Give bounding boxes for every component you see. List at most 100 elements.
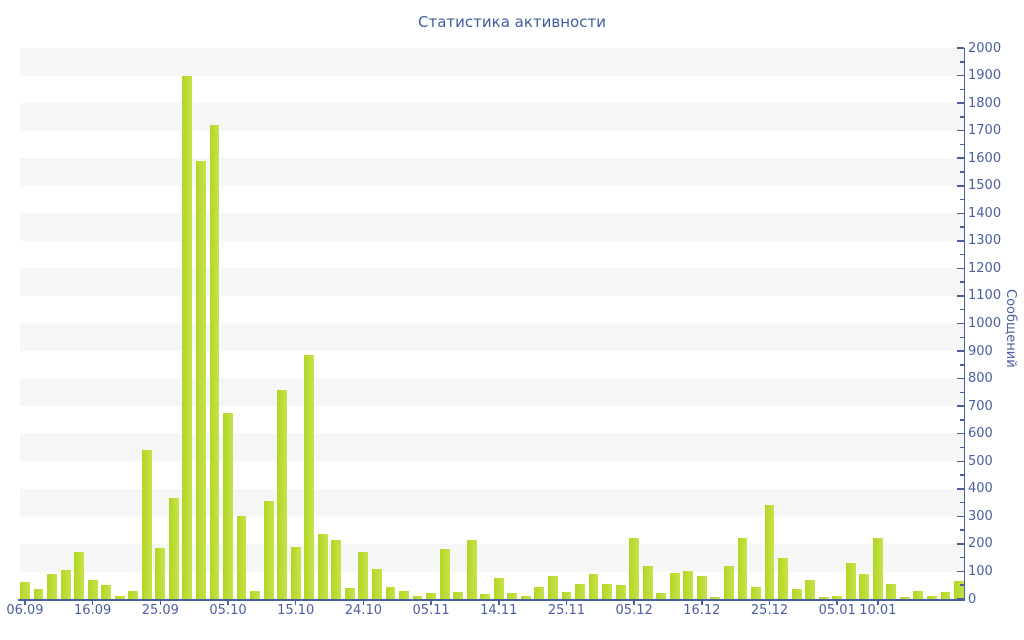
x-tick <box>430 600 432 605</box>
bar <box>723 565 734 599</box>
y-tick-label: 1500 <box>968 178 1002 194</box>
x-tick <box>227 600 229 605</box>
bar <box>195 160 206 599</box>
bar <box>385 587 396 599</box>
y-tick <box>956 212 964 215</box>
y-tick <box>956 157 964 159</box>
bar <box>954 581 964 599</box>
y-tick-label: 0 <box>968 591 977 607</box>
x-tick <box>159 600 162 605</box>
x-tick <box>565 600 568 605</box>
y-tick <box>956 74 964 77</box>
y-minor-tick <box>959 391 964 394</box>
y-minor-tick <box>959 281 964 283</box>
x-tick <box>362 600 365 605</box>
y-tick-label: 900 <box>968 343 993 359</box>
x-tick <box>701 600 703 605</box>
x-tick <box>24 600 26 605</box>
bar <box>371 568 382 599</box>
y-tick-label: 100 <box>968 563 993 579</box>
y-tick <box>956 377 964 380</box>
bar <box>805 579 816 599</box>
y-tick <box>956 405 964 407</box>
bar <box>845 563 856 599</box>
bar <box>547 575 558 599</box>
bar <box>940 592 951 599</box>
y-tick-label: 1700 <box>968 123 1002 139</box>
x-tick-label: 05.10 <box>209 603 247 618</box>
y-tick <box>956 488 964 490</box>
bar <box>114 595 125 599</box>
y-tick-label: 1600 <box>968 150 1002 166</box>
x-tick <box>91 600 94 605</box>
bar <box>277 389 288 599</box>
x-tick-label: 10.01 <box>859 603 897 618</box>
y-minor-tick <box>959 116 964 118</box>
y-minor-tick <box>959 446 964 449</box>
bar <box>561 592 572 599</box>
y-tick <box>956 460 964 462</box>
y-tick-label: 1400 <box>968 205 1002 221</box>
bar <box>899 597 910 599</box>
y-tick-label: 2000 <box>968 40 1002 56</box>
y-tick <box>956 295 964 297</box>
y-tick <box>956 102 964 104</box>
x-tick-label: 06.09 <box>6 603 44 618</box>
y-minor-tick <box>959 88 964 91</box>
bar <box>615 585 626 599</box>
y-tick <box>956 350 964 352</box>
y-minor-tick <box>959 253 964 256</box>
x-tick-label: 14.11 <box>480 603 518 618</box>
y-minor-tick <box>959 198 964 201</box>
bar <box>764 505 775 599</box>
bar <box>209 125 220 599</box>
bar <box>629 538 640 599</box>
y-tick <box>956 515 964 518</box>
x-tick <box>836 600 838 605</box>
x-tick-label: 25.09 <box>141 603 179 618</box>
bar <box>575 583 585 599</box>
bar <box>304 355 315 599</box>
y-tick-label: 700 <box>968 398 993 414</box>
bar <box>710 596 721 599</box>
bar <box>480 594 491 599</box>
y-tick-label: 600 <box>968 426 993 442</box>
bar <box>642 565 653 599</box>
x-tick <box>768 600 771 605</box>
bar <box>33 589 44 599</box>
y-tick-label: 1200 <box>968 260 1002 276</box>
bar <box>141 450 152 599</box>
y-tick <box>956 543 964 545</box>
y-minor-tick <box>959 143 964 146</box>
y-tick-label: 800 <box>968 371 993 387</box>
bar <box>412 596 423 599</box>
x-tick <box>294 600 297 605</box>
bar <box>453 592 464 599</box>
bar <box>60 570 71 599</box>
bar <box>168 498 179 599</box>
bar <box>872 538 883 599</box>
x-tick-label: 16.09 <box>74 603 112 618</box>
y-tick-label: 300 <box>968 508 993 524</box>
y-tick <box>956 240 964 242</box>
bar <box>182 75 193 599</box>
x-tick-label: 25.11 <box>547 603 586 618</box>
y-axis-title: Сообщений <box>1003 288 1018 368</box>
bar <box>439 549 450 599</box>
bar <box>223 413 233 599</box>
x-tick-label: 25.12 <box>750 603 789 618</box>
bar <box>263 501 274 599</box>
y-minor-tick <box>959 584 964 586</box>
x-tick-label: 05.12 <box>615 603 653 618</box>
y-tick-label: 1100 <box>968 288 1002 304</box>
bar <box>331 539 342 599</box>
y-tick-label: 1000 <box>968 316 1002 331</box>
bar <box>927 595 937 599</box>
y-tick <box>956 47 964 49</box>
bar <box>696 575 707 599</box>
y-minor-tick <box>959 474 964 476</box>
bar <box>588 574 599 599</box>
y-minor-tick <box>959 308 964 311</box>
bar <box>859 574 870 599</box>
y-tick <box>956 322 964 325</box>
